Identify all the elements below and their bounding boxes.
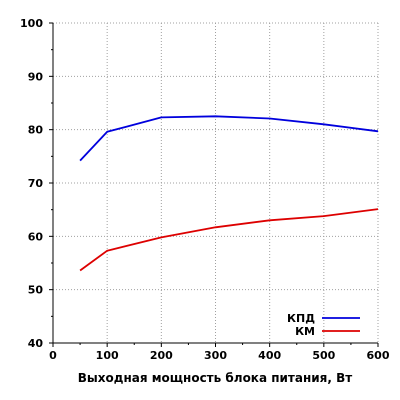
y-tick-labels: 40 50 60 70 80 90 100	[20, 17, 43, 350]
legend-label-2: КМ	[295, 325, 315, 338]
y-tick-label: 70	[28, 177, 44, 190]
y-tick-label: 50	[28, 284, 44, 297]
y-tick-label: 90	[28, 70, 44, 83]
x-tick-label: 200	[150, 349, 173, 362]
series-line-1	[79, 115, 379, 162]
y-tick-label: 80	[28, 124, 44, 137]
x-tick-labels: 0 100 200 300 400 500 600	[49, 349, 390, 362]
y-tick-label: 60	[28, 230, 44, 243]
x-tick-label: 100	[96, 349, 119, 362]
axes	[49, 22, 379, 347]
series-line-2	[79, 208, 379, 272]
series-lines	[79, 115, 379, 272]
y-tick-label: 100	[20, 17, 43, 30]
y-tick-label: 40	[28, 337, 44, 350]
x-tick-label: 300	[204, 349, 227, 362]
x-tick-label: 0	[49, 349, 57, 362]
legend-label-1: КПД	[287, 312, 315, 325]
grid-lines	[53, 22, 379, 343]
x-tick-label: 400	[258, 349, 281, 362]
x-tick-label: 500	[312, 349, 335, 362]
x-tick-label: 600	[367, 349, 390, 362]
x-axis-label: Выходная мощность блока питания, Вт	[78, 371, 353, 385]
